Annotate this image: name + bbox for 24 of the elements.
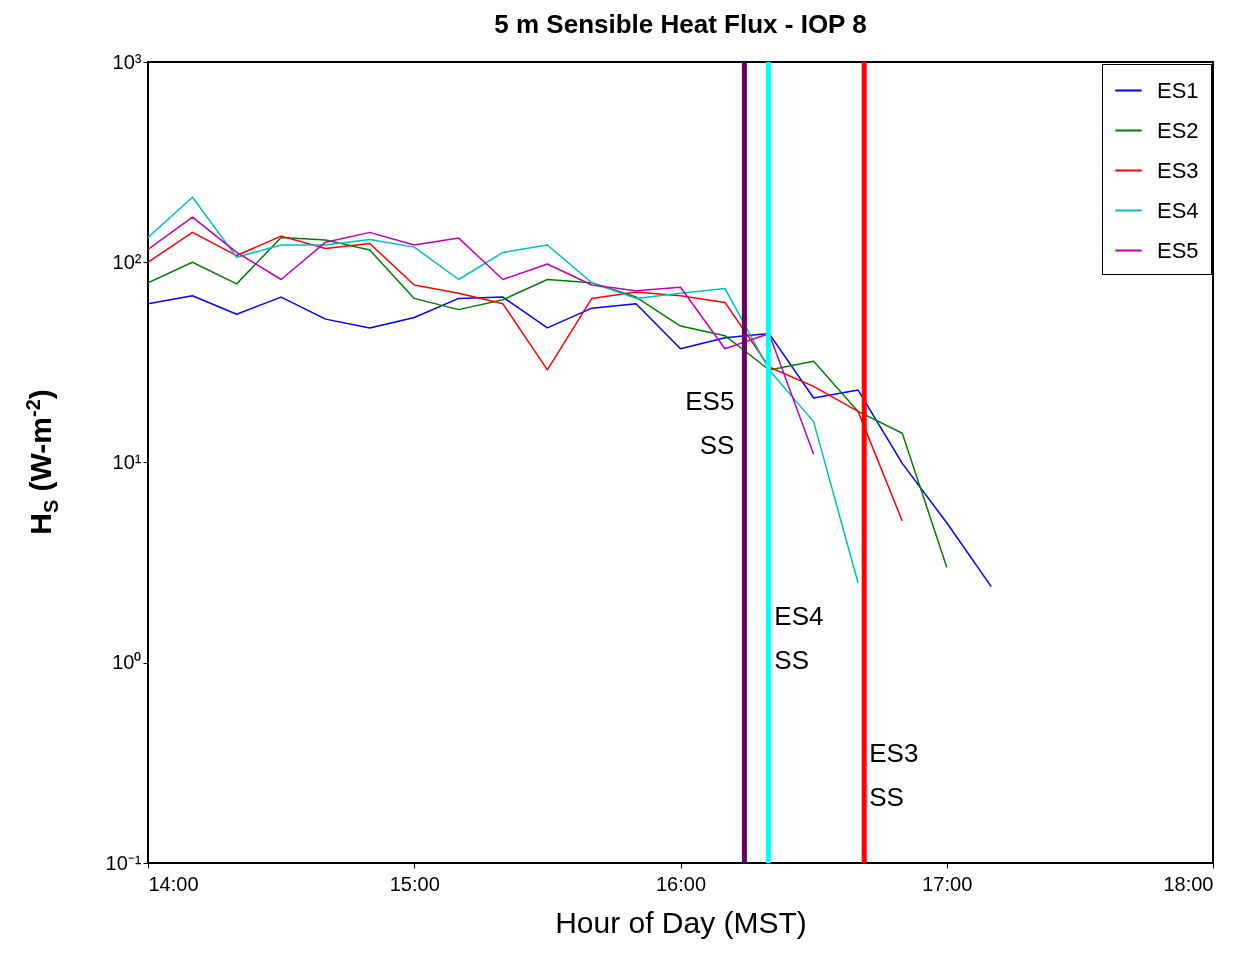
line-series bbox=[148, 295, 992, 588]
y-tick-label: 10¹ bbox=[112, 451, 142, 473]
line-series bbox=[148, 196, 859, 584]
x-tick-label: 18:00 bbox=[1163, 872, 1214, 895]
x-tick-label: 16:00 bbox=[655, 872, 707, 895]
legend-label: ES1 bbox=[1157, 77, 1199, 103]
legend-label: ES5 bbox=[1157, 237, 1199, 263]
y-tick-label: 10⁰ bbox=[112, 651, 142, 674]
legend-label: ES4 bbox=[1157, 197, 1199, 223]
ref-line-label: ES5 SS bbox=[685, 386, 735, 461]
line-series bbox=[148, 236, 948, 568]
y-tick-label: 10³ bbox=[112, 50, 142, 73]
x-tick-label: 14:00 bbox=[148, 872, 199, 895]
line-series bbox=[148, 216, 815, 455]
x-tick-label: 17:00 bbox=[922, 872, 973, 895]
legend-label: ES3 bbox=[1157, 157, 1199, 183]
y-tick-label: 10² bbox=[112, 250, 142, 273]
chart-title: 5 m Sensible Heat Flux - IOP 8 bbox=[494, 9, 867, 39]
y-tick-label: 10⁻¹ bbox=[105, 851, 142, 874]
x-tick-label: 15:00 bbox=[389, 872, 440, 895]
x-axis-title: Hour of Day (MST) bbox=[555, 905, 807, 939]
ref-line-label: ES4 SS bbox=[774, 600, 824, 675]
legend-label: ES2 bbox=[1157, 117, 1199, 143]
ref-line-label: ES3 SS bbox=[869, 738, 919, 813]
